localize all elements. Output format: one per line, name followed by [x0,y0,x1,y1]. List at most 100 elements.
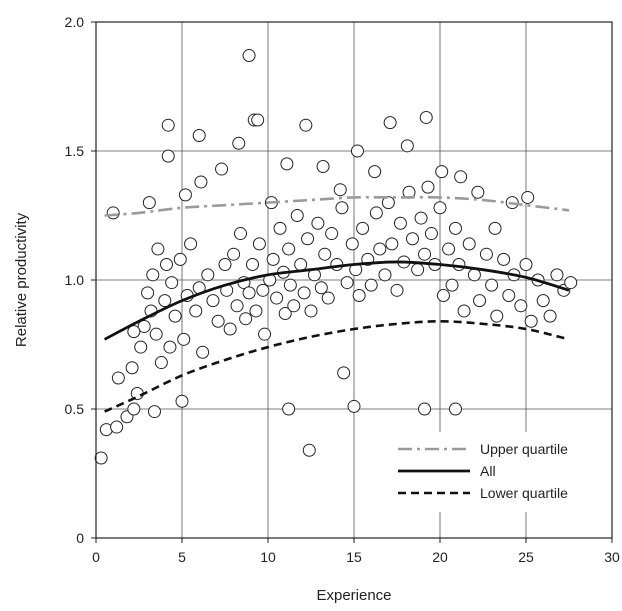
data-point [282,402,296,416]
data-point [445,278,459,292]
data-point [421,180,435,194]
data-point [173,252,187,266]
series-line-lower-quartile [104,319,570,413]
data-point [318,247,332,261]
data-point [414,211,428,225]
data-point [383,116,397,130]
legend-label-upper-quartile: Upper quartile [480,441,568,457]
data-point [142,196,156,210]
data-point [232,136,246,150]
y-axis-title: Relative productivity [13,212,30,347]
data-point [165,276,179,290]
data-point [381,196,395,210]
data-point [502,288,516,302]
data-point [251,113,265,127]
data-point [418,402,432,416]
data-point [543,309,557,323]
data-point [266,252,280,266]
data-point [297,286,311,300]
data-point [283,278,297,292]
data-point [242,286,256,300]
data-point [147,405,161,419]
data-point [301,232,315,246]
x-tick-label: 30 [604,549,620,565]
scatter-points [94,49,578,465]
data-point [497,252,511,266]
data-point [471,185,485,199]
data-point [110,420,124,434]
data-point [457,304,471,318]
axis-ticks: 0 5 10 15 20 25 30 0 0.5 1.0 1.5 2.0 [65,14,620,565]
data-point [490,309,504,323]
data-point [302,443,316,457]
data-point [230,299,244,313]
data-point [364,278,378,292]
y-tick-label: 0 [76,530,84,546]
data-point [175,394,189,408]
data-point [218,258,232,272]
data-point [521,190,535,204]
data-point [393,216,407,230]
data-point [299,118,313,132]
data-point [127,402,141,416]
data-point [158,294,172,308]
trend-lines [103,195,570,413]
data-point [368,165,382,179]
x-tick-label: 5 [178,549,186,565]
data-point [246,258,260,272]
legend-label-all: All [480,463,496,479]
data-point [287,299,301,313]
data-point [435,165,449,179]
data-point [290,209,304,222]
x-tick-label: 0 [92,549,100,565]
y-tick-label: 1.0 [65,272,85,288]
data-point [564,276,578,290]
data-point [316,159,330,173]
series-line-all [103,260,570,341]
data-point [448,402,462,416]
data-point [325,227,339,241]
y-tick-label: 0.5 [65,401,85,417]
data-point [442,242,456,256]
x-tick-label: 15 [346,549,362,565]
legend: Upper quartile All Lower quartile [390,432,608,512]
data-point [178,188,192,202]
data-point [177,332,191,346]
x-tick-label: 25 [518,549,534,565]
data-point [154,356,168,370]
data-point [524,314,538,328]
data-point [184,237,198,251]
data-point [111,371,125,385]
data-point [314,281,328,295]
data-point [550,268,564,282]
data-point [239,312,253,326]
data-point [273,221,287,235]
data-point [168,309,182,323]
data-point [433,201,447,215]
data-point [335,201,349,215]
data-point [436,288,450,302]
y-tick-label: 1.5 [65,143,85,159]
data-point [282,242,296,256]
data-point [536,294,550,308]
x-tick-label: 20 [432,549,448,565]
data-point [141,286,155,300]
data-point [378,268,392,282]
data-point [134,340,148,354]
data-point [137,319,151,333]
data-point [161,149,175,163]
data-point [400,139,414,153]
data-point [385,237,399,251]
data-point [146,268,160,282]
data-point [149,327,163,341]
data-point [252,237,266,251]
data-point [189,304,203,318]
data-point [373,242,387,256]
data-point [94,451,108,465]
data-point [485,278,499,292]
data-point [419,110,433,124]
data-point [340,276,354,290]
data-point [194,175,208,189]
